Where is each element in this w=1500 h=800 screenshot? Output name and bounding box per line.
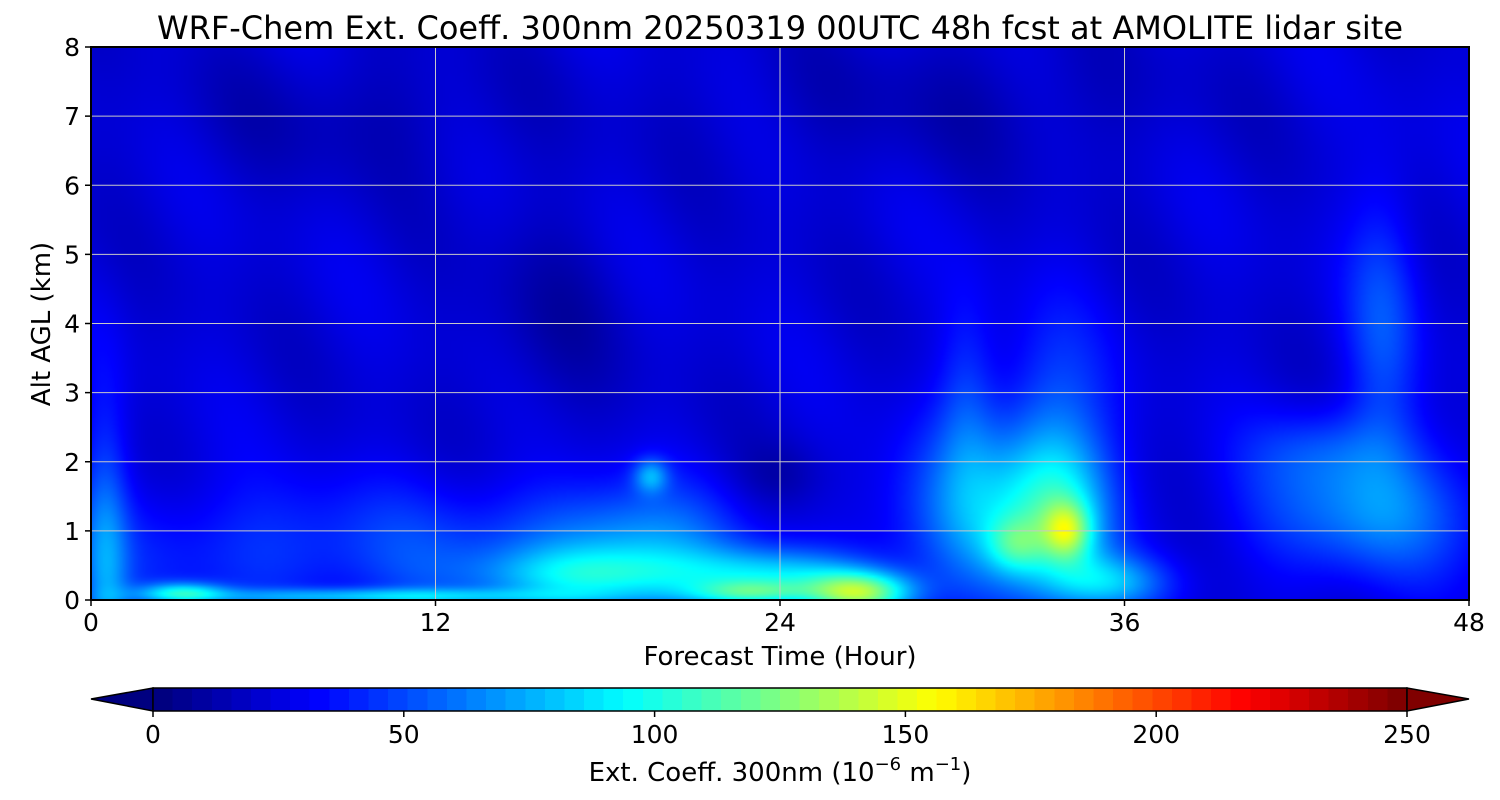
colorbar-tick-label: 100 bbox=[631, 720, 679, 749]
y-tick-label: 5 bbox=[64, 240, 80, 269]
colorbar: 0 50 100 150 200 250 bbox=[90, 687, 1470, 749]
x-tick-label: 36 bbox=[1109, 608, 1141, 637]
chart-title: WRF-Chem Ext. Coeff. 300nm 20250319 00UT… bbox=[157, 9, 1403, 47]
y-tick-label: 1 bbox=[64, 517, 80, 546]
colorbar-tick-label: 150 bbox=[882, 720, 930, 749]
colorbar-tick-label: 50 bbox=[388, 720, 420, 749]
x-axis-label: Forecast Time (Hour) bbox=[643, 642, 916, 672]
colorbar-tick-label: 200 bbox=[1132, 720, 1180, 749]
y-tick-label: 2 bbox=[64, 448, 80, 477]
colorbar-gradient bbox=[152, 687, 1408, 712]
y-tick-label: 7 bbox=[64, 102, 80, 131]
colorbar-extend-min bbox=[90, 687, 154, 712]
y-tick-label: 3 bbox=[64, 379, 80, 408]
y-axis: 0 1 2 3 4 5 6 7 8 bbox=[64, 33, 91, 615]
x-axis: 0 12 24 36 48 bbox=[83, 600, 1485, 637]
x-tick-label: 12 bbox=[420, 608, 452, 637]
colorbar-extend-max bbox=[1406, 687, 1470, 712]
y-tick-label: 4 bbox=[64, 310, 80, 339]
y-tick-label: 8 bbox=[64, 33, 80, 62]
colorbar-tick-label: 250 bbox=[1383, 720, 1431, 749]
colorbar-tick-label: 0 bbox=[145, 720, 161, 749]
x-tick-label: 48 bbox=[1453, 608, 1485, 637]
x-tick-label: 24 bbox=[764, 608, 796, 637]
colorbar-label: Ext. Coeff. 300nm (10−6 m−1) bbox=[589, 754, 972, 788]
x-tick-label: 0 bbox=[83, 608, 99, 637]
y-axis-label: Alt AGL (km) bbox=[27, 242, 57, 406]
y-tick-label: 0 bbox=[64, 586, 80, 615]
y-tick-label: 6 bbox=[64, 171, 80, 200]
